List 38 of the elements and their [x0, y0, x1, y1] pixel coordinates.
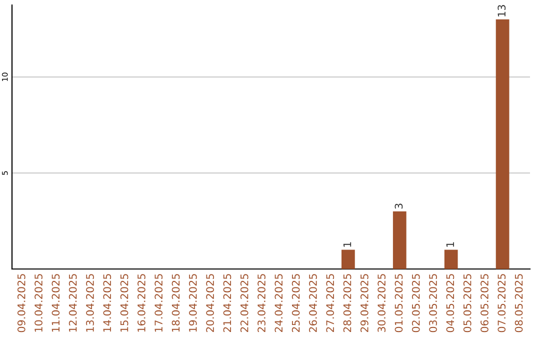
bar	[341, 250, 355, 269]
x-tick-label: 19.04.2025	[188, 274, 197, 332]
x-tick-label: 30.04.2025	[378, 274, 386, 332]
x-tick-label: 22.04.2025	[240, 274, 248, 332]
x-tick-label: 15.04.2025	[120, 274, 128, 332]
x-tick-label: 26.04.2025	[309, 274, 317, 332]
x-tick-label: 14.04.2025	[103, 274, 112, 332]
x-tick-label: 28.04.2025	[343, 274, 352, 332]
data-label: 1	[343, 242, 352, 247]
x-tick-label: 13.04.2025	[86, 274, 94, 332]
x-tick-label: 10.04.2025	[34, 274, 42, 332]
x-tick-label: 08.05.2025	[514, 274, 523, 332]
bar	[392, 211, 406, 269]
x-tick-label: 25.04.2025	[292, 274, 300, 332]
x-tick-label: 20.04.2025	[206, 274, 214, 332]
x-tick-label: 16.04.2025	[138, 274, 146, 332]
bar	[496, 19, 510, 269]
x-tick-label: 23.04.2025	[258, 274, 266, 332]
x-tick-label: 06.05.2025	[480, 274, 488, 332]
x-tick-label: 09.04.2025	[17, 274, 26, 332]
x-tick-label: 21.04.2025	[223, 274, 232, 332]
x-tick-label: 05.05.2025	[463, 274, 472, 332]
x-tick-label: 02.05.2025	[412, 274, 420, 332]
x-tick-label: 01.05.2025	[394, 274, 403, 332]
x-tick-label: 24.04.2025	[274, 274, 283, 332]
x-tick-label: 07.05.2025	[498, 274, 506, 332]
x-tick-label: 12.04.2025	[68, 274, 77, 332]
x-tick-label: 11.04.2025	[52, 274, 60, 332]
x-tick-label: 29.04.2025	[360, 274, 368, 332]
data-label: 3	[394, 204, 403, 209]
x-tick-label: 04.05.2025	[446, 274, 454, 332]
data-label: 13	[498, 5, 506, 16]
x-tick-label: 27.04.2025	[326, 274, 334, 332]
x-tick-label: 03.05.2025	[429, 274, 437, 332]
bar	[444, 250, 458, 269]
x-tick-label: 18.04.2025	[172, 274, 180, 332]
x-tick-label: 17.04.2025	[154, 274, 163, 332]
data-label: 1	[446, 242, 454, 247]
